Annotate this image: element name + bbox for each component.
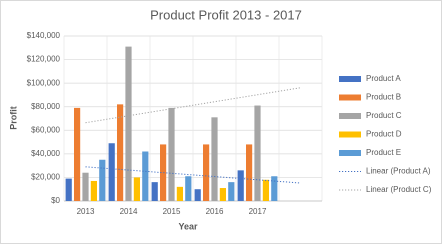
bar: [117, 104, 124, 201]
bar: [82, 172, 89, 201]
y-tick-label: $120,000: [27, 55, 61, 64]
bar: [254, 105, 261, 201]
bar: [185, 176, 192, 201]
bar: [74, 107, 81, 201]
bar: [160, 144, 167, 201]
legend-label: Linear (Product C): [366, 185, 432, 194]
bar: [271, 176, 278, 201]
trendline: [85, 87, 301, 124]
bar: [151, 182, 158, 201]
bar: [246, 144, 253, 201]
bar: [228, 182, 235, 201]
legend-label: Product A: [366, 74, 401, 83]
legend-swatch: [339, 113, 361, 119]
y-tick-label: $140,000: [27, 31, 61, 40]
legend-label: Product D: [366, 130, 402, 139]
legend-swatch: [339, 131, 361, 138]
bar: [125, 46, 132, 201]
legend-label: Product C: [366, 111, 402, 120]
bar: [168, 107, 175, 201]
y-tick-label: $100,000: [27, 78, 61, 87]
chart-title: Product Profit 2013 - 2017: [150, 7, 302, 22]
x-axis-label: Year: [178, 221, 198, 231]
bar: [65, 178, 72, 201]
bar: [99, 159, 106, 201]
x-tick-label: 2016: [206, 207, 224, 216]
x-tick-label: 2014: [120, 207, 138, 216]
y-tick-label: $80,000: [31, 102, 60, 111]
y-axis-label: Profit: [8, 106, 18, 130]
y-tick-label: $0: [51, 196, 60, 205]
bar: [194, 189, 201, 201]
x-tick-label: 2013: [77, 207, 95, 216]
bar: [176, 186, 183, 201]
legend-label: Product B: [366, 93, 401, 102]
y-tick-label: $20,000: [31, 173, 60, 182]
bar: [237, 170, 244, 201]
x-tick-label: 2015: [163, 207, 181, 216]
bar: [211, 117, 218, 201]
legend-swatch: [339, 94, 361, 101]
y-tick-label: $40,000: [31, 149, 60, 158]
bar: [108, 143, 115, 201]
legend-label: Linear (Product A): [366, 167, 431, 176]
bar: [219, 188, 226, 201]
bar: [90, 180, 97, 201]
bar: [203, 144, 210, 201]
legend-swatch: [339, 150, 361, 156]
legend-label: Product E: [366, 148, 401, 157]
y-tick-label: $60,000: [31, 125, 60, 134]
bar: [262, 179, 269, 201]
bar: [142, 151, 149, 201]
bar: [133, 177, 140, 201]
legend-swatch: [339, 76, 361, 82]
x-tick-label: 2017: [249, 207, 267, 216]
